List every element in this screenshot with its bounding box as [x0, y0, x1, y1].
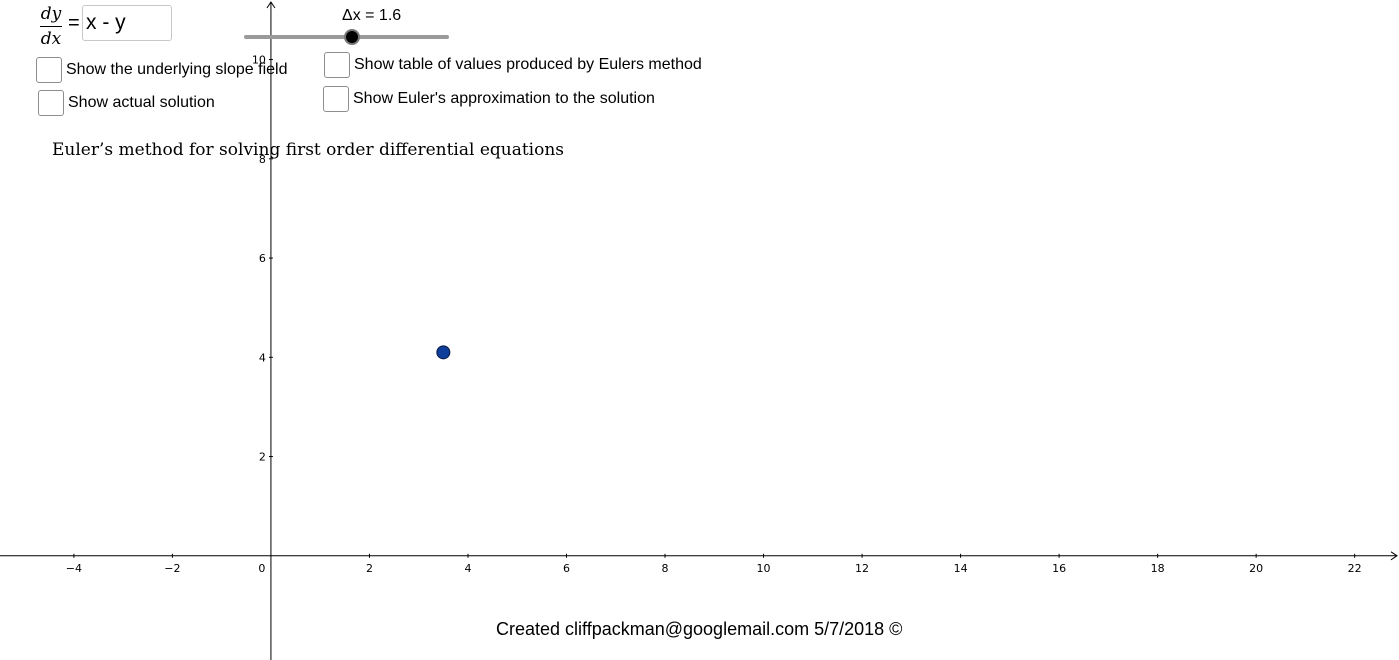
actual-solution-checkbox-box[interactable] — [38, 90, 64, 116]
y-tick-label: 2 — [259, 451, 266, 464]
x-tick-label: −4 — [66, 562, 82, 575]
credit-text: Created cliffpackman@googlemail.com 5/7/… — [496, 619, 903, 639]
fraction-bar — [40, 26, 62, 27]
x-axis-arrow — [1390, 551, 1398, 561]
x-tick-label: −2 — [164, 562, 180, 575]
table-values-checkbox[interactable]: Show table of values produced by Eulers … — [324, 52, 702, 78]
slope-field-checkbox[interactable]: Show the underlying slope field — [36, 57, 287, 83]
slider-label: Δx = 1.6 — [342, 7, 402, 24]
x-tick-label: 12 — [855, 562, 869, 575]
euler-approximation-checkbox-label[interactable]: Show Euler's approximation to the soluti… — [353, 90, 655, 107]
x-tick-label: 4 — [464, 562, 471, 575]
function-input[interactable] — [82, 5, 172, 41]
x-tick-label: 0 — [258, 562, 265, 575]
derivative-denominator: dx — [40, 29, 62, 49]
slope-field-checkbox-label[interactable]: Show the underlying slope field — [66, 61, 288, 78]
x-tick-label: 10 — [757, 562, 771, 575]
actual-solution-checkbox[interactable]: Show actual solution — [38, 90, 215, 116]
actual-solution-checkbox-label[interactable]: Show actual solution — [68, 94, 215, 111]
x-tick-label: 14 — [954, 562, 968, 575]
page-title: Euler’s method for solving first order d… — [52, 140, 565, 160]
derivative-numerator: dy — [40, 4, 62, 24]
euler-approximation-checkbox-box[interactable] — [323, 86, 349, 112]
y-tick-label: 10 — [252, 54, 266, 67]
y-tick-label: 8 — [259, 153, 266, 166]
x-tick-label: 18 — [1151, 562, 1165, 575]
slope-field-checkbox-box[interactable] — [36, 57, 62, 83]
delta-x-slider-handle[interactable] — [344, 29, 360, 45]
table-values-checkbox-box[interactable] — [324, 52, 350, 78]
derivative-label: dy dx — [38, 5, 64, 48]
equals-sign: = — [68, 12, 80, 34]
y-tick-label: 6 — [259, 252, 266, 265]
euler-approximation-checkbox[interactable]: Show Euler's approximation to the soluti… — [323, 86, 655, 112]
x-tick-label: 22 — [1348, 562, 1362, 575]
table-values-checkbox-label[interactable]: Show table of values produced by Eulers … — [354, 56, 702, 73]
y-axis-arrow — [266, 1, 276, 9]
y-tick-label: 4 — [259, 351, 266, 364]
x-tick-label: 6 — [563, 562, 570, 575]
x-tick-label: 20 — [1249, 562, 1263, 575]
x-tick-label: 8 — [662, 562, 669, 575]
x-tick-label: 2 — [366, 562, 373, 575]
x-tick-label: 16 — [1052, 562, 1066, 575]
initial-point[interactable] — [436, 345, 451, 360]
